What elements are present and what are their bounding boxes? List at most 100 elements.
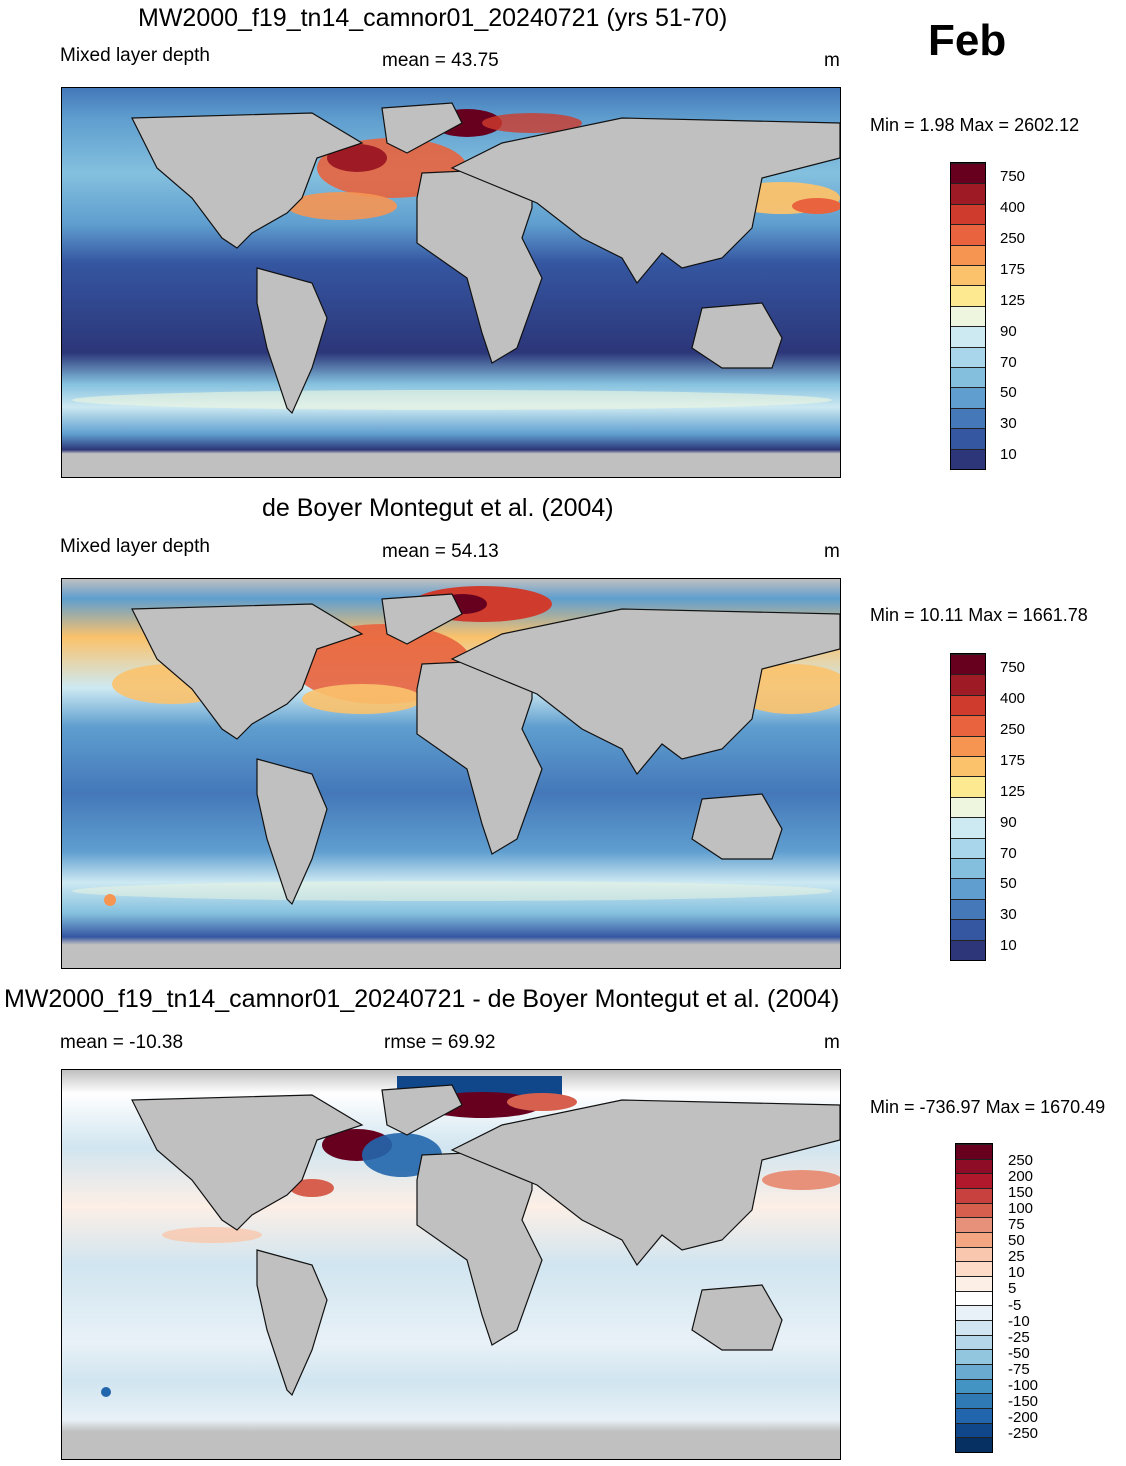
panel-1-colorbar-box <box>951 346 985 367</box>
panel-3-map <box>61 1069 841 1460</box>
panel-3-colorbar-box <box>956 1158 992 1174</box>
panel-1-colorbar-box <box>951 407 985 429</box>
panel-2-minmax: Min = 10.11 Max = 1661.78 <box>870 605 1088 625</box>
panel-3-colorbar-box <box>956 1422 992 1438</box>
panel-3-colorbar-box <box>956 1188 992 1203</box>
panel-1-mean-label: mean = 43.75 <box>382 50 499 71</box>
panel-1-colorbar <box>950 162 986 470</box>
panel-3-colorbar-label: -250 <box>1008 1425 1039 1442</box>
panel-2-mean-label: mean = 54.13 <box>382 541 499 562</box>
panel-3-colorbar-label: -75 <box>1008 1361 1030 1378</box>
panel-3-colorbar-label: 10 <box>1008 1264 1025 1281</box>
panel-1-colorbar-box <box>951 367 985 388</box>
panel-1-colorbar-label: 10 <box>1000 446 1017 463</box>
panel-1-colorbar-label: 50 <box>1000 384 1017 401</box>
panel-3-colorbar-box <box>956 1378 992 1394</box>
panel-2-colorbar-box <box>951 939 985 960</box>
panel-1-land <box>131 102 840 415</box>
panel-3-colorbar-label: -10 <box>1008 1313 1030 1330</box>
panel-3-colorbar-box <box>956 1261 992 1276</box>
panel-2-colorbar-label: 125 <box>1000 783 1026 800</box>
panel-2-colorbar-label: 90 <box>1000 814 1017 831</box>
panel-1-colorbar-label: 750 <box>1000 168 1026 185</box>
panel-2-map <box>61 578 841 969</box>
panel-3-colorbar-label: -50 <box>1008 1345 1030 1362</box>
panel-3-colorbar-label: 50 <box>1008 1232 1025 1249</box>
panel-3-colorbar-box <box>956 1305 992 1320</box>
panel-2-colorbar-box <box>951 817 985 838</box>
panel-3-colorbar-box <box>956 1173 992 1188</box>
panel-1-colorbar-label: 90 <box>1000 323 1017 340</box>
panel-2-colorbar-box <box>951 674 985 695</box>
panel-3-colorbar-label: -100 <box>1008 1377 1039 1394</box>
panel-3-minmax: Min = -736.97 Max = 1670.49 <box>870 1097 1106 1117</box>
panel-1-units-label: m <box>824 50 840 71</box>
panel-1-colorbar-box <box>951 163 985 184</box>
panel-1-colorbar-box <box>951 264 985 286</box>
panel-2-colorbar-box <box>951 654 985 675</box>
panel-3-map-field <box>62 1070 840 1459</box>
month-label: Feb <box>928 16 1007 65</box>
panel-1-colorbar-label: 30 <box>1000 415 1017 432</box>
panel-2-land <box>131 593 840 906</box>
panel-3-colorbar-label: 200 <box>1008 1168 1034 1185</box>
panel-2-colorbar-label: 175 <box>1000 752 1026 769</box>
panel-1-map-field <box>62 88 840 477</box>
panel-3-colorbar-label: 25 <box>1008 1248 1025 1265</box>
panel-3-colorbar-label: 250 <box>1008 1152 1034 1169</box>
panel-3-colorbar-label: 5 <box>1008 1280 1017 1297</box>
panel-3-colorbar-box <box>956 1290 992 1306</box>
panel-1-colorbar-label: 250 <box>1000 230 1026 247</box>
panel-1-colorbar-label: 70 <box>1000 354 1017 371</box>
panel-3-colorbar-label: -25 <box>1008 1329 1030 1346</box>
panel-1-title: MW2000_f19_tn14_camnor01_20240721 (yrs 5… <box>138 4 728 32</box>
panel-1-colorbar-box <box>951 244 985 266</box>
panel-3-units-label: m <box>824 1032 840 1053</box>
panel-3-colorbar-label: 100 <box>1008 1200 1034 1217</box>
panel-2-colorbar-label: 10 <box>1000 937 1017 954</box>
panel-3-colorbar-box <box>956 1393 992 1408</box>
panel-2-title: de Boyer Montegut et al. (2004) <box>262 494 614 522</box>
panel-2-colorbar-label: 30 <box>1000 906 1017 923</box>
panel-2-colorbar-box <box>951 796 985 818</box>
panel-2-colorbar-box <box>951 735 985 757</box>
panel-2-colorbar-box <box>951 694 985 716</box>
panel-1-colorbar-box <box>951 183 985 204</box>
panel-3-colorbar-box <box>956 1144 992 1159</box>
panel-1-minmax: Min = 1.98 Max = 2602.12 <box>870 115 1080 135</box>
panel-2-units-label: m <box>824 541 840 562</box>
panel-3-rmse-label: rmse = 69.92 <box>384 1032 496 1053</box>
panel-3-title: MW2000_f19_tn14_camnor01_20240721 - de B… <box>4 985 840 1013</box>
panel-3-land <box>131 1084 840 1397</box>
panel-1-colorbar-box <box>951 203 985 225</box>
panel-3-colorbar-label: 150 <box>1008 1184 1034 1201</box>
panel-2-colorbar-label: 250 <box>1000 721 1026 738</box>
panel-2-colorbar-box <box>951 898 985 920</box>
panel-2-colorbar-label: 750 <box>1000 659 1026 676</box>
panel-1-colorbar-box <box>951 387 985 408</box>
panel-3-colorbar-box <box>956 1231 992 1247</box>
panel-3-colorbar-box <box>956 1407 992 1423</box>
panel-3-colorbar-box <box>956 1202 992 1218</box>
panel-1-map <box>61 87 841 478</box>
panel-2-variable-label: Mixed layer depth <box>60 536 210 557</box>
panel-2-colorbar-box <box>951 837 985 858</box>
panel-1-colorbar-box <box>951 285 985 306</box>
panel-3-colorbar-box <box>956 1364 992 1379</box>
panel-2-colorbar-box <box>951 919 985 940</box>
panel-3-colorbar-label: -150 <box>1008 1393 1039 1410</box>
panel-1-colorbar-box <box>951 448 985 469</box>
panel-1-colorbar-box <box>951 305 985 327</box>
panel-3-colorbar-label: -5 <box>1008 1297 1022 1314</box>
panel-3-colorbar-box <box>956 1246 992 1262</box>
panel-1-colorbar-box <box>951 326 985 347</box>
panel-2-colorbar-box <box>951 878 985 899</box>
panel-2-colorbar-label: 400 <box>1000 690 1026 707</box>
panel-3-colorbar-box <box>956 1437 992 1452</box>
panel-2-colorbar-label: 70 <box>1000 845 1017 862</box>
panel-3-colorbar-box <box>956 1319 992 1335</box>
panel-2-map-field <box>62 579 840 968</box>
panel-2-colorbar <box>950 653 986 961</box>
panel-2-colorbar-label: 50 <box>1000 875 1017 892</box>
panel-3-colorbar-box <box>956 1334 992 1350</box>
